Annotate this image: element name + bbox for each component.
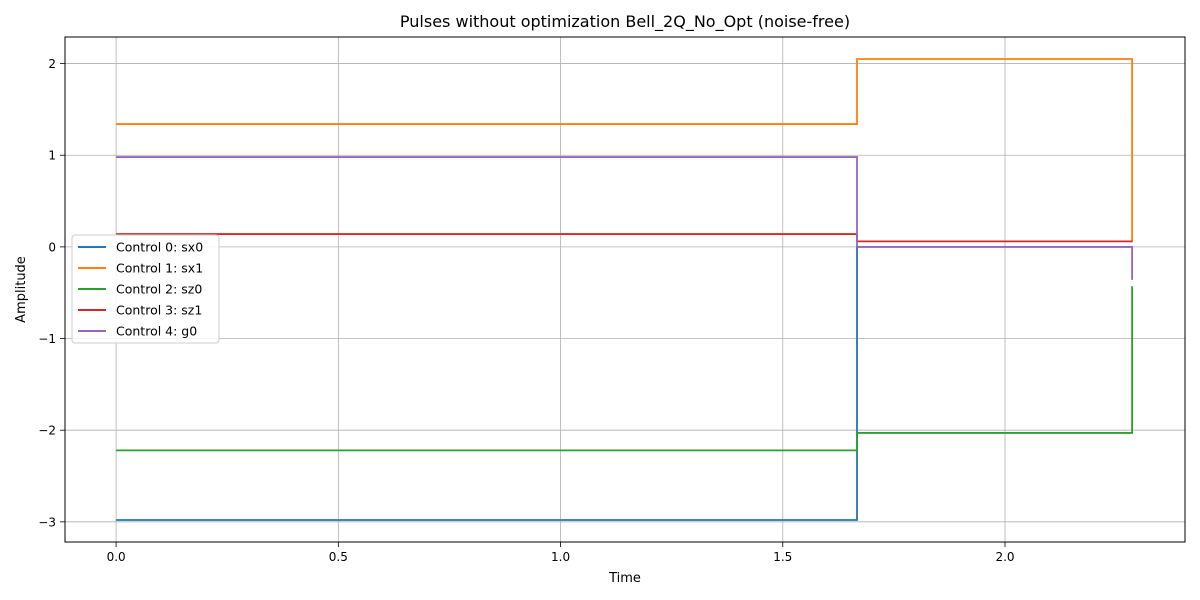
legend-box xyxy=(71,234,220,344)
legend-label: Control 1: sx1 xyxy=(116,261,203,276)
series-lines xyxy=(116,58,1134,521)
series-line xyxy=(116,58,1134,243)
y-tick-label: −2 xyxy=(38,424,56,438)
y-tick-label: 0 xyxy=(48,240,56,254)
x-axis-label: Time xyxy=(608,571,641,586)
series-line xyxy=(116,156,1134,280)
legend-label: Control 0: sx0 xyxy=(116,240,203,255)
y-tick-label: −1 xyxy=(38,332,56,346)
chart-title: Pulses without optimization Bell_2Q_No_O… xyxy=(400,12,850,32)
x-axis: 0.0 0.5 1.0 1.5 2.0 xyxy=(107,542,1015,564)
y-axis-label: Amplitude xyxy=(14,256,29,323)
x-tick-label: 0.0 xyxy=(107,550,126,564)
x-tick-label: 2.0 xyxy=(995,550,1014,564)
grid xyxy=(65,37,1185,542)
legend-label: Control 4: g0 xyxy=(116,324,197,339)
legend-label: Control 2: sz0 xyxy=(116,282,202,297)
x-tick-label: 1.0 xyxy=(551,550,570,564)
legend-label: Control 3: sz1 xyxy=(116,303,202,318)
series-line xyxy=(116,286,1134,452)
x-tick-label: 0.5 xyxy=(329,550,348,564)
y-tick-label: 1 xyxy=(48,149,56,163)
plot-frame xyxy=(64,36,1186,543)
y-tick-label: −3 xyxy=(38,515,56,529)
y-tick-label: 2 xyxy=(48,57,56,71)
y-axis: −3 −2 −1 0 1 2 xyxy=(38,57,65,529)
legend: Control 0: sx0 Control 1: sx1 Control 2: s… xyxy=(71,234,220,344)
x-tick-label: 1.5 xyxy=(773,550,792,564)
